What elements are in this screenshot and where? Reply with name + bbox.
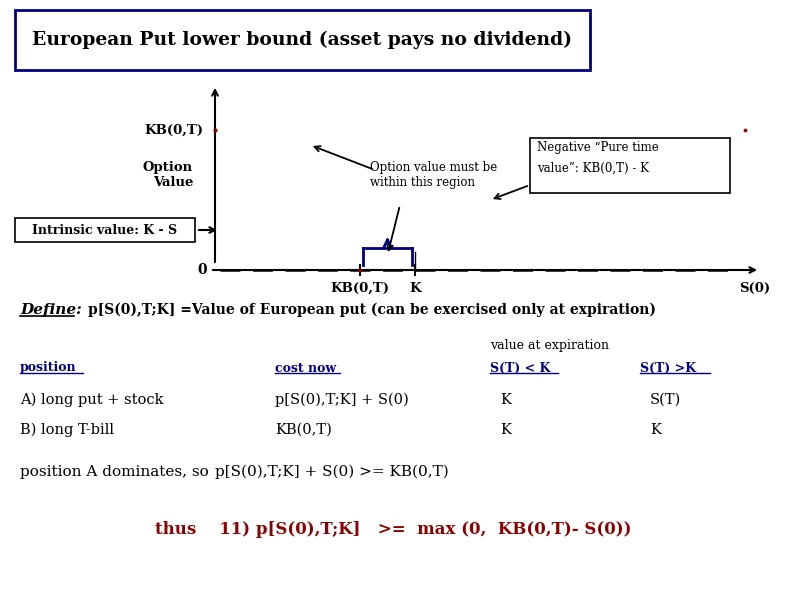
Text: 0: 0 xyxy=(197,263,207,277)
FancyBboxPatch shape xyxy=(530,138,730,193)
Text: thus    11) p[S(0),T;K]   >=  max (0,  KB(0,T)- S(0)): thus 11) p[S(0),T;K] >= max (0, KB(0,T)-… xyxy=(155,521,631,539)
Text: A) long put + stock: A) long put + stock xyxy=(20,393,163,407)
Text: p[S(0),T;K] + S(0) >= KB(0,T): p[S(0),T;K] + S(0) >= KB(0,T) xyxy=(215,465,449,479)
Text: cost now: cost now xyxy=(275,362,336,375)
Text: KB(0,T): KB(0,T) xyxy=(330,282,390,295)
Text: p[S(0),T;K] =Value of European put (can be exercised only at expiration): p[S(0),T;K] =Value of European put (can … xyxy=(88,303,656,317)
Text: K: K xyxy=(500,393,511,407)
Text: KB(0,T): KB(0,T) xyxy=(144,124,203,136)
Text: S(T) >K: S(T) >K xyxy=(640,362,696,375)
Text: value at expiration: value at expiration xyxy=(490,338,609,351)
Text: K: K xyxy=(500,423,511,437)
Text: S(T) < K: S(T) < K xyxy=(490,362,550,375)
Text: Option
Value: Option Value xyxy=(143,161,193,189)
Text: S(T): S(T) xyxy=(650,393,681,407)
Text: K: K xyxy=(650,423,661,437)
Text: B) long T-bill: B) long T-bill xyxy=(20,423,114,437)
Text: value”: KB(0,T) - K: value”: KB(0,T) - K xyxy=(537,162,649,174)
FancyBboxPatch shape xyxy=(15,10,590,70)
Text: p[S(0),T;K] + S(0): p[S(0),T;K] + S(0) xyxy=(275,393,409,407)
Text: Define:: Define: xyxy=(20,303,82,317)
Text: European Put lower bound (asset pays no dividend): European Put lower bound (asset pays no … xyxy=(32,31,572,49)
Text: K: K xyxy=(409,282,421,295)
Text: Intrinsic value: K - S: Intrinsic value: K - S xyxy=(32,223,177,236)
Text: S(0): S(0) xyxy=(740,282,771,295)
Text: KB(0,T): KB(0,T) xyxy=(275,423,332,437)
Text: position: position xyxy=(20,362,77,375)
Text: Option value must be
within this region: Option value must be within this region xyxy=(370,161,497,189)
FancyBboxPatch shape xyxy=(15,218,195,242)
Text: Negative “Pure time: Negative “Pure time xyxy=(537,141,659,154)
Text: position A dominates, so: position A dominates, so xyxy=(20,465,209,479)
